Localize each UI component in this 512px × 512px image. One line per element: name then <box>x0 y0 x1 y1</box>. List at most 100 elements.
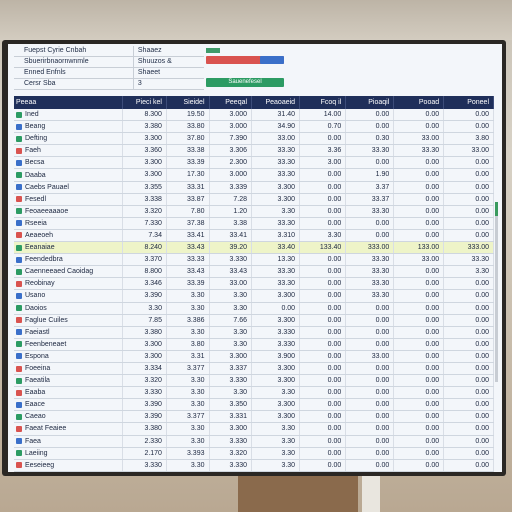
table-cell[interactable]: 0.00 <box>444 435 494 447</box>
table-cell[interactable]: 3.30 <box>252 459 301 471</box>
table-cell[interactable]: 3.37 <box>346 181 395 193</box>
table-cell[interactable]: 33.30 <box>346 266 395 278</box>
table-cell[interactable]: 0.00 <box>346 411 395 423</box>
table-cell[interactable]: 3.320 <box>210 447 253 459</box>
table-cell[interactable]: 33.00 <box>444 145 494 157</box>
table-cell[interactable]: 0.00 <box>394 362 445 375</box>
table-cell[interactable]: 0.00 <box>346 314 395 326</box>
table-cell[interactable]: 3.300 <box>252 290 301 302</box>
table-cell[interactable]: 0.00 <box>444 302 494 314</box>
table-cell[interactable]: 3.00 <box>300 157 347 169</box>
table-cell[interactable]: 17.30 <box>167 169 210 181</box>
table-row[interactable]: Becsa 3.300 33.39 2.300 33.30 3.00 0.00 0.00 0.0… <box>14 157 494 170</box>
table-cell[interactable]: 3.390 <box>123 399 167 411</box>
column-header[interactable]: Peeqal <box>210 96 253 109</box>
table-cell[interactable]: 3.30 <box>252 387 301 399</box>
table-cell[interactable]: 3.80 <box>444 133 494 145</box>
table-cell[interactable]: 0.00 <box>346 362 395 375</box>
table-cell[interactable]: 3.30 <box>123 302 167 314</box>
table-cell[interactable]: 0.00 <box>300 387 347 399</box>
table-cell[interactable]: 0.00 <box>300 362 347 375</box>
table-cell[interactable]: 7.34 <box>123 229 167 242</box>
table-cell[interactable]: 3.30 <box>167 399 210 411</box>
table-cell[interactable]: 3.320 <box>123 375 167 387</box>
table-cell[interactable]: 3.355 <box>123 181 167 193</box>
table-cell[interactable]: 0.00 <box>300 266 347 278</box>
table-cell[interactable]: 0.00 <box>346 302 395 314</box>
table-cell[interactable]: 3.30 <box>210 302 253 314</box>
column-header[interactable]: Sieidel <box>167 96 210 109</box>
table-cell[interactable]: 0.00 <box>394 314 445 326</box>
table-cell[interactable]: 3.30 <box>167 375 210 387</box>
table-cell[interactable]: 0.00 <box>394 459 445 471</box>
table-cell[interactable]: 33.39 <box>167 278 210 290</box>
table-cell[interactable]: 33.30 <box>252 278 301 290</box>
table-cell[interactable]: 0.00 <box>346 109 395 121</box>
table-cell[interactable]: 3.300 <box>252 399 301 411</box>
table-cell[interactable]: 3.30 <box>167 423 210 435</box>
table-cell[interactable]: 33.39 <box>167 157 210 169</box>
table-cell[interactable]: 0.00 <box>444 109 494 121</box>
table-cell[interactable]: 33.00 <box>394 254 445 266</box>
table-row[interactable]: Eeanaiae 8.240 33.43 39.20 33.40 133.40 333.00… <box>14 242 494 255</box>
table-cell[interactable]: 0.00 <box>444 290 494 302</box>
table-cell[interactable]: 0.70 <box>300 121 347 133</box>
table-cell[interactable]: 2.170 <box>123 447 167 459</box>
table-cell[interactable]: 3.80 <box>167 338 210 350</box>
table-cell[interactable]: 31.40 <box>252 109 301 121</box>
table-cell[interactable]: 0.00 <box>394 399 445 411</box>
table-row[interactable]: Laeiing 2.170 3.393 3.320 3.30 0.00 0.00 0.00 0.… <box>14 447 494 460</box>
table-cell[interactable]: 33.80 <box>167 121 210 133</box>
table-cell[interactable]: 3.390 <box>123 411 167 423</box>
table-cell[interactable]: 33.30 <box>394 145 445 157</box>
table-cell[interactable]: 0.00 <box>444 181 494 193</box>
table-row[interactable]: Usano 3.390 3.30 3.30 3.300 0.00 33.30 0.00 0.00 <box>14 290 494 303</box>
table-cell[interactable]: 0.00 <box>444 350 494 362</box>
table-cell[interactable]: 0.00 <box>444 193 494 205</box>
table-row[interactable]: Daoios 3.30 3.30 3.30 0.00 0.00 0.00 0.00 0.00 <box>14 302 494 315</box>
table-cell[interactable]: 7.390 <box>210 133 253 145</box>
table-row[interactable]: Feoaeeaaaoe 3.320 7.80 1.20 3.30 0.00 33.30 0.0… <box>14 205 494 218</box>
table-cell[interactable]: 0.00 <box>394 109 445 121</box>
table-row[interactable]: Defting 3.300 37.80 7.390 33.00 0.00 0.30 33.00… <box>14 133 494 146</box>
table-row[interactable]: Faeatila 3.320 3.30 3.330 3.300 0.00 0.00 0.00 0… <box>14 375 494 388</box>
status-bar-red[interactable] <box>206 56 284 64</box>
table-cell[interactable]: 0.00 <box>394 266 445 278</box>
column-header[interactable]: Poneel <box>444 96 494 109</box>
table-cell[interactable]: 0.00 <box>444 362 494 375</box>
table-cell[interactable]: 0.00 <box>394 387 445 399</box>
table-cell[interactable]: 3.330 <box>210 435 253 447</box>
table-cell[interactable]: 0.00 <box>444 314 494 326</box>
table-row[interactable]: Beang 3.380 33.80 3.000 34.90 0.70 0.00 0.00 0.0… <box>14 121 494 134</box>
table-cell[interactable]: 3.30 <box>167 387 210 399</box>
table-cell[interactable]: 33.30 <box>252 157 301 169</box>
table-cell[interactable]: 7.66 <box>210 314 253 326</box>
table-cell[interactable]: 0.00 <box>300 314 347 326</box>
table-row[interactable]: Faeh 3.360 33.38 3.306 33.30 3.36 33.30 33.30 33… <box>14 145 494 158</box>
table-cell[interactable]: 0.00 <box>300 181 347 193</box>
table-cell[interactable]: 0.00 <box>444 169 494 181</box>
table-row[interactable]: Feenbeneaet 3.300 3.80 3.30 3.330 0.00 0.00 0.0… <box>14 338 494 351</box>
table-cell[interactable]: 0.00 <box>394 350 445 362</box>
table-cell[interactable]: 3.330 <box>210 375 253 387</box>
table-cell[interactable]: 33.41 <box>210 229 253 242</box>
column-header[interactable]: Peaoaeid <box>252 96 301 109</box>
table-cell[interactable]: 0.00 <box>394 193 445 205</box>
table-cell[interactable]: 33.30 <box>252 145 301 157</box>
table-cell[interactable]: 3.000 <box>210 109 253 121</box>
table-cell[interactable]: 0.00 <box>444 229 494 242</box>
table-cell[interactable]: 3.300 <box>123 169 167 181</box>
table-cell[interactable]: 0.00 <box>346 375 395 387</box>
table-cell[interactable]: 7.28 <box>210 193 253 205</box>
table-cell[interactable]: 0.00 <box>346 326 395 338</box>
table-cell[interactable]: 133.00 <box>394 242 445 254</box>
table-row[interactable]: Ined 8.300 19.50 3.000 31.40 14.00 0.00 0.00 0.0… <box>14 109 494 122</box>
table-cell[interactable]: 19.50 <box>167 109 210 121</box>
table-cell[interactable]: 0.00 <box>300 326 347 338</box>
table-cell[interactable]: 0.00 <box>300 399 347 411</box>
table-cell[interactable]: 3.300 <box>252 375 301 387</box>
table-cell[interactable]: 33.87 <box>167 193 210 205</box>
table-cell[interactable]: 0.00 <box>252 302 301 314</box>
table-cell[interactable]: 0.00 <box>300 193 347 205</box>
table-cell[interactable]: 0.00 <box>300 447 347 459</box>
